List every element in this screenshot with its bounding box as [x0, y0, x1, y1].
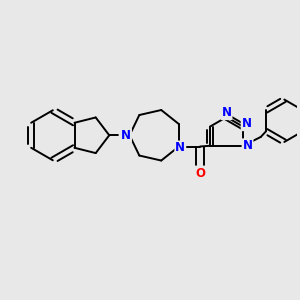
Text: N: N — [121, 129, 131, 142]
Text: N: N — [120, 129, 130, 142]
Text: N: N — [242, 139, 253, 152]
Text: N: N — [221, 106, 232, 119]
Text: N: N — [242, 117, 252, 130]
Text: N: N — [175, 142, 185, 154]
Text: O: O — [195, 167, 205, 179]
